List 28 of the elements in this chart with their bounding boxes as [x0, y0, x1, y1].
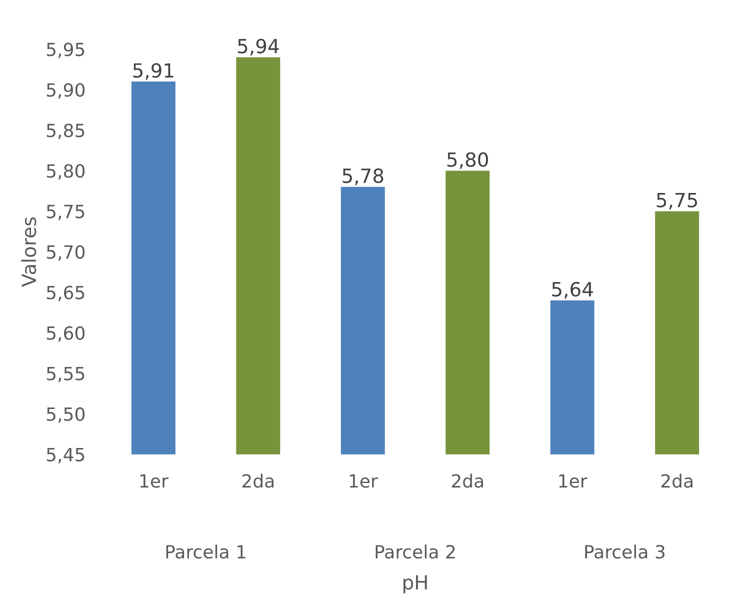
y-tick-label: 5,65 — [46, 286, 84, 302]
x-tick-label: 2da — [242, 474, 274, 488]
x-tick-label: 1er — [350, 474, 378, 488]
y-tick-label: 5,75 — [46, 204, 84, 220]
x-tick-label: 2da — [661, 474, 692, 488]
y-tick-label: 5,80 — [46, 164, 85, 180]
y-tick-label: 5,60 — [46, 326, 85, 342]
data-label: 5,80 — [447, 152, 488, 169]
x-tick-label: 1er — [559, 474, 588, 488]
y-tick-label: 5,85 — [46, 124, 84, 140]
x-axis-title: pH — [404, 575, 427, 594]
y-axis-title: Valores — [21, 217, 36, 287]
data-label: 5,91 — [133, 63, 174, 80]
x-tick-label: 2da — [452, 474, 483, 488]
y-tick-label: 5,45 — [46, 448, 84, 464]
text: Parcela 1 — [166, 544, 246, 559]
text: Parcela 2 — [376, 544, 455, 559]
y-tick-label: 5,70 — [46, 245, 85, 261]
data-label: 5,78 — [342, 168, 384, 186]
x-tick-label: 1er — [140, 474, 168, 488]
y-tick-label: 5,50 — [46, 407, 85, 423]
y-tick-label: 5,55 — [46, 367, 84, 382]
data-label: 5,75 — [656, 192, 698, 210]
y-tick-label: 5,90 — [46, 83, 85, 99]
data-label: 5,94 — [238, 38, 279, 56]
data-label: 5,64 — [552, 282, 593, 299]
y-tick-label: 5,95 — [46, 42, 84, 58]
text: Parcela 3 — [585, 544, 665, 559]
